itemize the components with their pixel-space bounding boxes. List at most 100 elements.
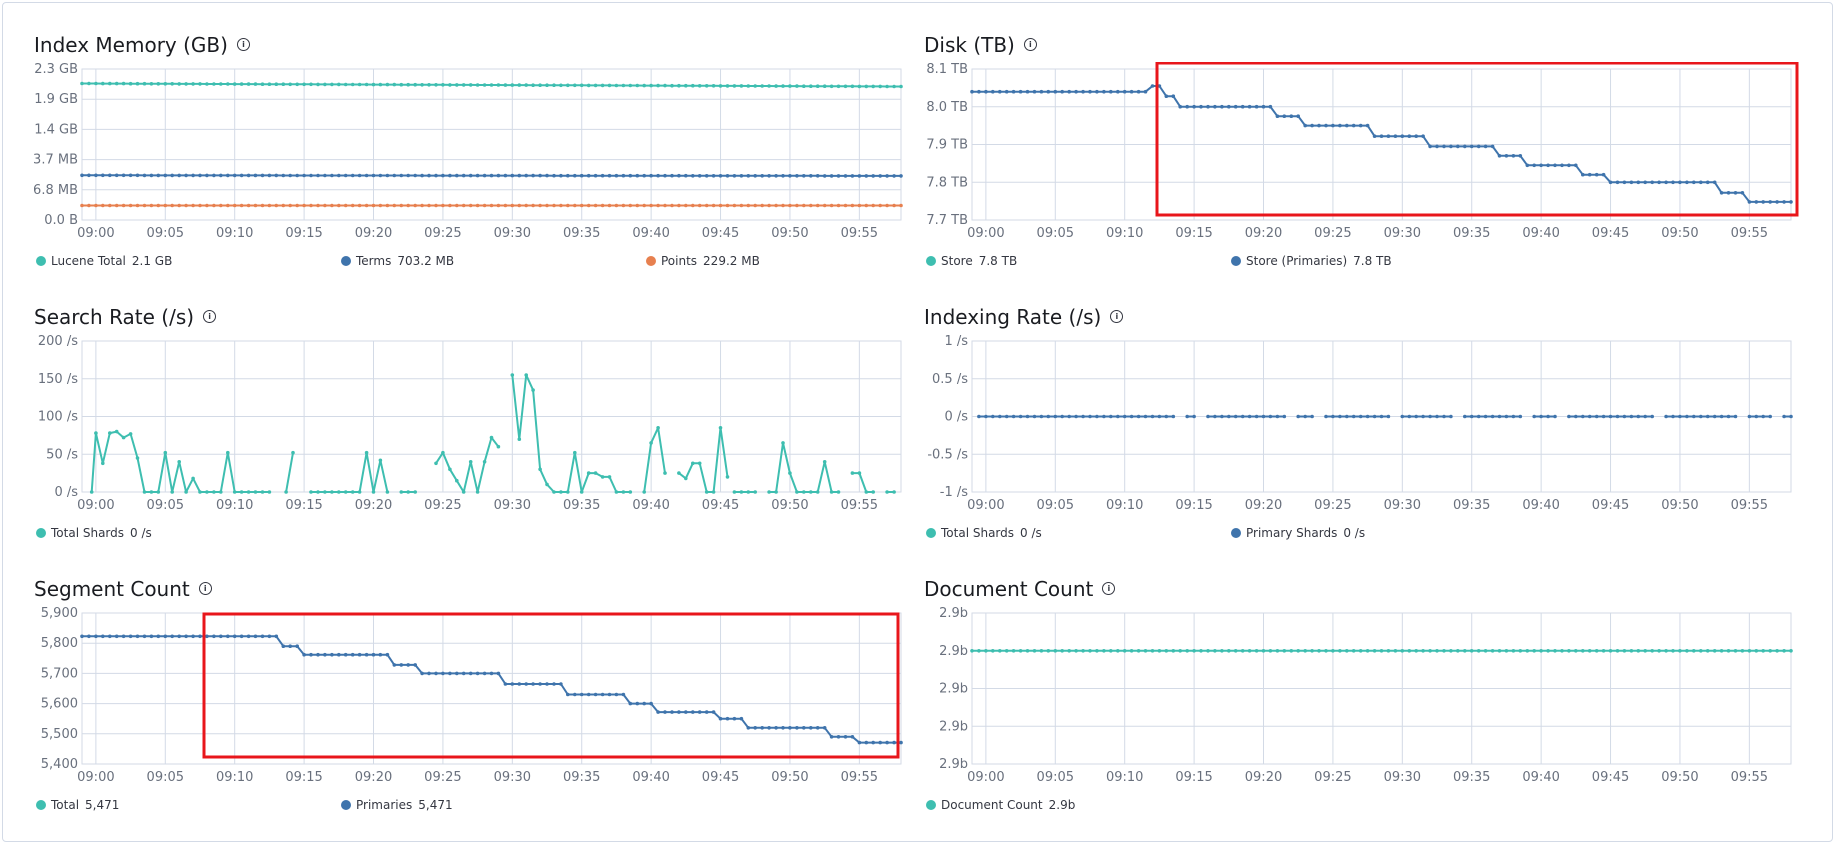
total-shards-point[interactable] [607,475,612,479]
terms-point[interactable] [281,173,286,178]
primary-shards-point[interactable] [1039,414,1044,419]
primaries-point[interactable] [760,726,764,730]
lucene-total-point[interactable] [746,84,751,88]
store-primaries--point[interactable] [1594,172,1599,177]
terms-point[interactable] [302,173,306,178]
terms-point[interactable] [718,174,723,178]
primary-shards-point[interactable] [1254,414,1259,419]
store-primaries--point[interactable] [1081,89,1085,94]
document-count-point[interactable] [1109,649,1113,653]
total-shards-point[interactable] [406,490,411,494]
primaries-point[interactable] [600,692,605,697]
primary-shards-point[interactable] [1449,414,1453,419]
lucene-total-point[interactable] [191,82,195,86]
total-shards-point[interactable] [128,432,133,436]
primary-shards-point[interactable] [1150,414,1155,419]
store-primaries--point[interactable] [991,89,995,94]
store-primaries--point[interactable] [1324,123,1328,128]
lucene-total-point[interactable] [573,83,577,88]
points-point[interactable] [614,203,619,208]
lucene-total-point[interactable] [427,83,431,87]
primary-shards-point[interactable] [1608,414,1613,419]
primaries-point[interactable] [253,634,258,639]
store-primaries--point[interactable] [1497,154,1502,158]
store-primaries--point[interactable] [1546,163,1550,168]
primary-shards-point[interactable] [1650,414,1654,419]
primary-shards-point[interactable] [1782,414,1786,419]
points-point[interactable] [774,203,778,208]
primary-shards-point[interactable] [1574,414,1578,419]
primary-shards-point[interactable] [1240,414,1245,419]
lucene-total-point[interactable] [135,81,140,86]
document-count-point[interactable] [1157,649,1162,653]
total-shards-point[interactable] [691,461,695,466]
total-shards-point[interactable] [108,431,112,435]
primaries-point[interactable] [114,634,119,639]
points-point[interactable] [219,203,223,208]
primaries-point[interactable] [212,634,216,639]
primary-shards-point[interactable] [1553,414,1557,419]
total-shards-point[interactable] [434,461,438,466]
points-point[interactable] [406,203,411,208]
lucene-total-point[interactable] [538,83,542,87]
primaries-point[interactable] [885,740,889,745]
points-point[interactable] [135,203,140,208]
lucene-total-point[interactable] [274,82,279,86]
lucene-total-point[interactable] [288,82,292,87]
total-shards-point[interactable] [239,490,244,494]
store-primaries--point[interactable] [1615,180,1620,185]
store-primaries--point[interactable] [1317,123,1321,128]
points-point[interactable] [850,203,855,208]
total-shards-point[interactable] [337,490,341,494]
info-icon[interactable]: i [198,582,212,595]
primaries-point[interactable] [260,634,265,639]
store-primaries--point[interactable] [1067,89,1071,94]
store-primaries--point[interactable] [1782,200,1786,204]
document-count-point[interactable] [1185,649,1189,653]
store-primaries--point[interactable] [1227,104,1231,109]
total-shards-point[interactable] [198,490,202,494]
document-count-point[interactable] [1004,649,1009,653]
lucene-total-point[interactable] [725,84,730,88]
lucene-total-point[interactable] [579,83,584,88]
points-point[interactable] [281,203,286,208]
points-point[interactable] [656,203,660,208]
points-point[interactable] [836,203,841,208]
points-point[interactable] [385,203,390,208]
document-count-point[interactable] [1324,649,1328,653]
document-count-point[interactable] [1692,649,1696,653]
lucene-total-point[interactable] [774,84,778,88]
document-count-point[interactable] [1282,649,1287,653]
document-count-point[interactable] [1261,649,1266,653]
lucene-total-point[interactable] [357,82,362,87]
total-shards-point[interactable] [246,490,251,494]
primaries-point[interactable] [448,671,452,676]
lucene-total-point[interactable] [364,82,369,87]
document-count-point[interactable] [1587,649,1592,653]
points-point[interactable] [101,203,105,208]
store-primaries--point[interactable] [1726,191,1731,195]
document-count-point[interactable] [1699,649,1703,653]
total-shards-point[interactable] [385,490,390,494]
total-shards-point[interactable] [226,450,230,455]
document-count-point[interactable] [998,649,1002,653]
points-point[interactable] [163,203,168,208]
store-primaries--point[interactable] [1483,144,1488,149]
primaries-point[interactable] [815,726,820,730]
total-shards-point[interactable] [260,490,265,494]
terms-point[interactable] [843,174,848,178]
primaries-point[interactable] [184,634,188,639]
document-count-point[interactable] [1560,649,1564,653]
lucene-total-point[interactable] [545,83,549,87]
points-point[interactable] [573,203,577,208]
points-point[interactable] [753,203,757,208]
terms-point[interactable] [316,173,320,178]
total-shards-point[interactable] [89,490,94,494]
terms-point[interactable] [711,174,716,178]
store-primaries--point[interactable] [1712,180,1717,185]
lucene-total-point[interactable] [80,81,84,86]
primary-shards-point[interactable] [1518,414,1523,419]
total-shards-point[interactable] [600,475,605,479]
terms-point[interactable] [857,174,862,178]
terms-point[interactable] [899,174,903,178]
